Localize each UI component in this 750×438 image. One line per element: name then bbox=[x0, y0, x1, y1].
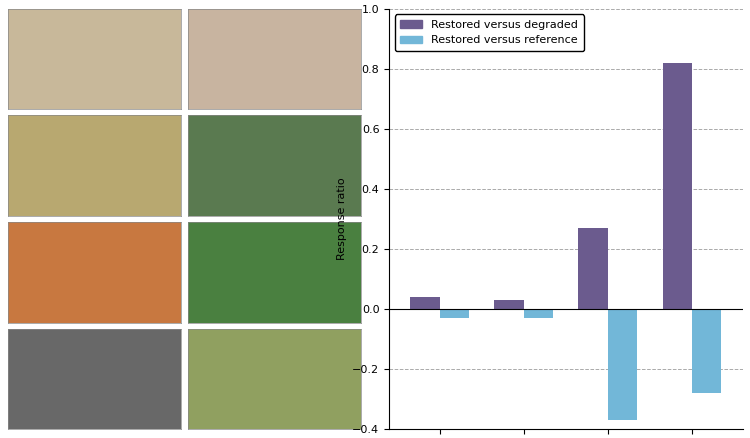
Bar bbox=[440, 309, 469, 318]
Bar bbox=[662, 63, 692, 309]
Bar bbox=[410, 297, 440, 309]
Bar bbox=[692, 309, 722, 393]
Y-axis label: Response ratio: Response ratio bbox=[337, 178, 346, 260]
Bar bbox=[524, 309, 554, 318]
Bar bbox=[578, 228, 608, 309]
Bar bbox=[494, 300, 524, 309]
Bar bbox=[608, 309, 638, 420]
Legend: Restored versus degraded, Restored versus reference: Restored versus degraded, Restored versu… bbox=[394, 14, 584, 51]
